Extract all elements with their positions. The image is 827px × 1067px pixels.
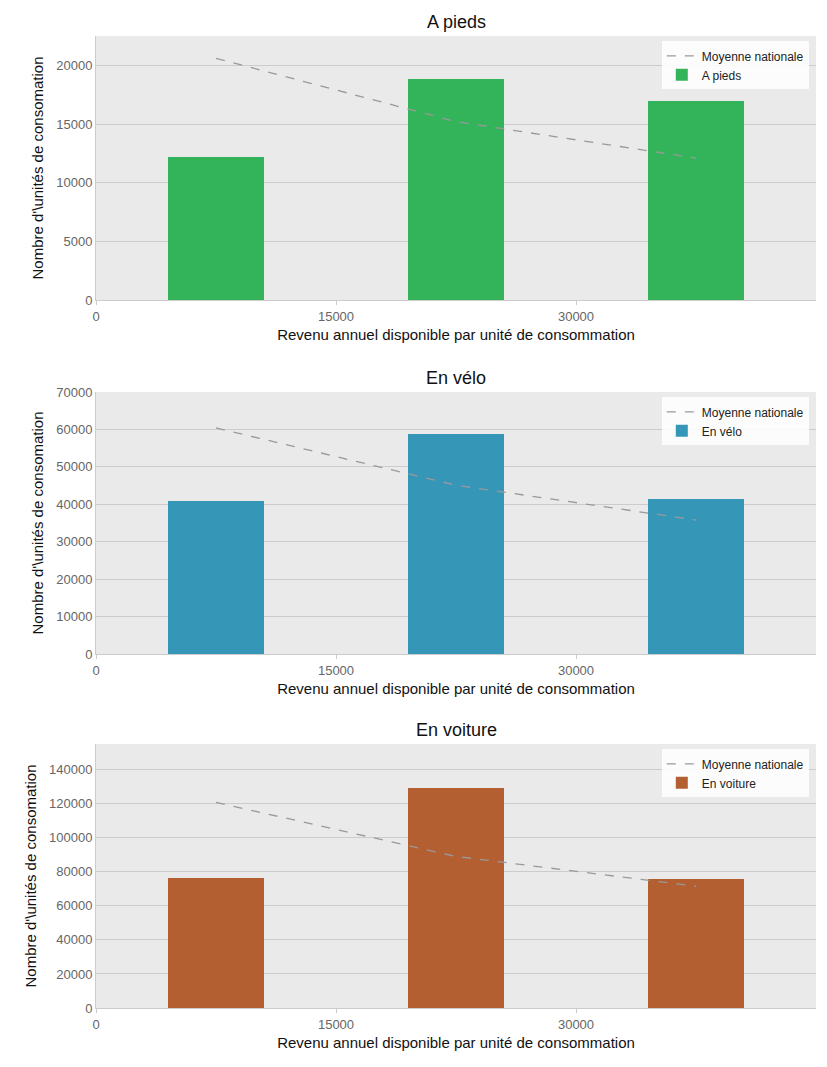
svg-text:A pieds: A pieds — [427, 12, 486, 32]
svg-text:Nombre d'\unités de consomatio: Nombre d'\unités de consomation — [29, 412, 46, 635]
svg-text:0: 0 — [85, 1001, 92, 1016]
svg-text:30000: 30000 — [558, 309, 594, 324]
svg-text:En voiture: En voiture — [702, 777, 756, 791]
svg-text:Moyenne nationale: Moyenne nationale — [702, 758, 804, 772]
svg-text:0: 0 — [92, 1017, 99, 1032]
svg-text:30000: 30000 — [558, 663, 594, 678]
svg-text:70000: 70000 — [56, 385, 92, 400]
svg-text:Nombre d'\unités de consomatio: Nombre d'\unités de consomation — [22, 765, 39, 988]
svg-text:Moyenne nationale: Moyenne nationale — [702, 50, 804, 64]
svg-text:15000: 15000 — [318, 663, 354, 678]
svg-text:30000: 30000 — [56, 534, 92, 549]
svg-text:0: 0 — [92, 309, 99, 324]
svg-text:40000: 40000 — [56, 932, 92, 947]
svg-text:Revenu annuel disponible par u: Revenu annuel disponible par unité de co… — [277, 1034, 635, 1051]
svg-text:15000: 15000 — [56, 117, 92, 132]
svg-text:10000: 10000 — [56, 609, 92, 624]
svg-text:En voiture: En voiture — [416, 720, 497, 740]
svg-text:0: 0 — [92, 663, 99, 678]
svg-text:100000: 100000 — [49, 830, 92, 845]
svg-text:40000: 40000 — [56, 497, 92, 512]
svg-text:5000: 5000 — [63, 234, 92, 249]
svg-text:En vélo: En vélo — [702, 425, 742, 439]
svg-text:50000: 50000 — [56, 459, 92, 474]
svg-text:En vélo: En vélo — [426, 368, 486, 388]
svg-text:15000: 15000 — [318, 309, 354, 324]
svg-text:20000: 20000 — [56, 572, 92, 587]
svg-text:30000: 30000 — [558, 1017, 594, 1032]
svg-text:0: 0 — [85, 293, 92, 308]
svg-text:Revenu annuel disponible par u: Revenu annuel disponible par unité de co… — [277, 326, 635, 343]
svg-text:15000: 15000 — [318, 1017, 354, 1032]
svg-text:20000: 20000 — [56, 966, 92, 981]
svg-text:0: 0 — [85, 647, 92, 662]
svg-text:10000: 10000 — [56, 175, 92, 190]
svg-text:Moyenne nationale: Moyenne nationale — [702, 406, 804, 420]
svg-text:140000: 140000 — [49, 762, 92, 777]
svg-text:20000: 20000 — [56, 58, 92, 73]
svg-text:Revenu annuel disponible par u: Revenu annuel disponible par unité de co… — [277, 680, 635, 697]
svg-text:60000: 60000 — [56, 898, 92, 913]
svg-text:Nombre d'\unités de consomatio: Nombre d'\unités de consomation — [29, 57, 46, 280]
svg-text:80000: 80000 — [56, 864, 92, 879]
svg-text:60000: 60000 — [56, 422, 92, 437]
svg-text:A pieds: A pieds — [702, 69, 741, 83]
svg-text:120000: 120000 — [49, 796, 92, 811]
